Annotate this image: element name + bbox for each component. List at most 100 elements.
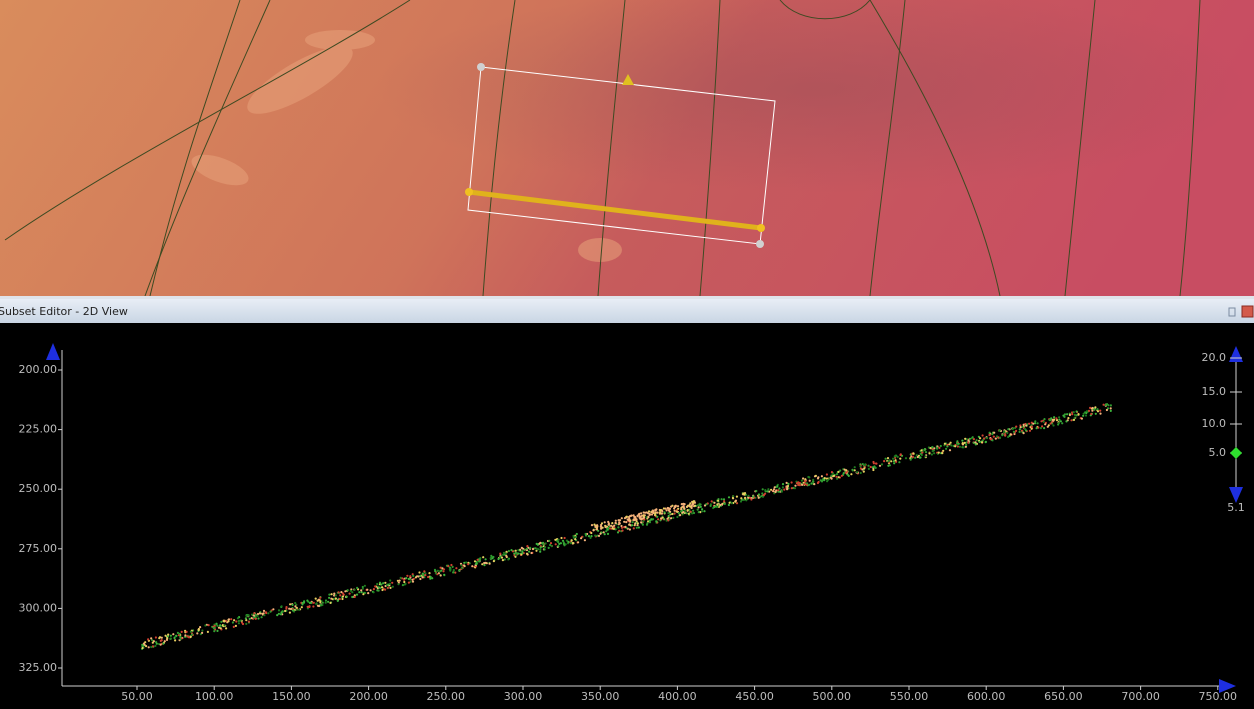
point — [919, 457, 921, 459]
point — [440, 567, 442, 569]
point — [897, 456, 899, 458]
point — [676, 516, 678, 518]
point — [1049, 419, 1051, 421]
point — [537, 548, 539, 550]
point — [158, 637, 160, 639]
point — [1094, 406, 1096, 408]
point — [584, 539, 586, 541]
point — [729, 502, 731, 504]
point — [576, 533, 578, 535]
point — [545, 542, 547, 544]
point — [450, 564, 452, 566]
point — [833, 475, 835, 477]
section-handle[interactable] — [465, 188, 473, 196]
point — [679, 514, 681, 516]
point — [184, 634, 186, 636]
point — [964, 438, 966, 440]
point — [633, 527, 635, 529]
point — [419, 575, 421, 577]
point — [310, 602, 312, 604]
point — [408, 582, 410, 584]
close-button[interactable] — [1242, 306, 1253, 317]
point — [826, 473, 828, 475]
section-handle[interactable] — [757, 224, 765, 232]
point — [692, 510, 694, 512]
point — [224, 620, 226, 622]
point — [629, 521, 631, 523]
point — [298, 609, 300, 611]
point — [767, 488, 769, 490]
point — [883, 460, 885, 462]
point — [590, 535, 592, 537]
point — [1010, 433, 1012, 435]
point — [706, 503, 708, 505]
point — [643, 511, 645, 513]
point — [674, 512, 676, 514]
point — [557, 545, 559, 547]
point — [362, 586, 364, 588]
point — [278, 609, 280, 611]
point — [672, 517, 674, 519]
point — [621, 517, 623, 519]
point — [1029, 430, 1031, 432]
point — [577, 541, 579, 543]
point — [573, 537, 575, 539]
point — [743, 499, 745, 501]
point — [700, 506, 702, 508]
point — [964, 442, 966, 444]
point — [863, 467, 865, 469]
point — [230, 618, 232, 620]
point — [280, 611, 282, 613]
y-tick-label: 225.00 — [19, 423, 58, 436]
point — [594, 535, 596, 537]
point — [859, 465, 861, 467]
point — [732, 497, 734, 499]
x-tick-label: 200.00 — [349, 690, 388, 703]
point — [1096, 408, 1098, 410]
point — [162, 643, 164, 645]
point — [408, 578, 410, 580]
point — [477, 559, 479, 561]
point — [399, 580, 401, 582]
box-handle[interactable] — [477, 63, 485, 71]
splitter[interactable] — [0, 296, 1254, 299]
point — [588, 535, 590, 537]
point — [353, 589, 355, 591]
point — [490, 555, 492, 557]
point — [860, 472, 862, 474]
point — [453, 569, 455, 571]
point — [1037, 422, 1039, 424]
point — [1062, 415, 1064, 417]
point — [635, 519, 637, 521]
point — [535, 550, 537, 552]
point — [646, 522, 648, 524]
point — [196, 632, 198, 634]
point — [1106, 409, 1108, 411]
point — [899, 458, 901, 460]
map-view[interactable] — [0, 0, 1254, 296]
point — [179, 636, 181, 638]
scale-tick-label: 20.0 — [1202, 351, 1227, 364]
point — [257, 613, 259, 615]
point — [1070, 419, 1072, 421]
point — [1073, 419, 1075, 421]
point — [1065, 420, 1067, 422]
point — [837, 471, 839, 473]
point — [175, 635, 177, 637]
box-handle[interactable] — [756, 240, 764, 248]
point — [1097, 410, 1099, 412]
point — [854, 469, 856, 471]
point — [213, 627, 215, 629]
point — [817, 482, 819, 484]
point — [341, 598, 343, 600]
point — [529, 547, 531, 549]
point — [443, 568, 445, 570]
point — [636, 527, 638, 529]
point — [938, 447, 940, 449]
point — [329, 602, 331, 604]
point — [1089, 407, 1091, 409]
point — [1088, 410, 1090, 412]
point — [962, 443, 964, 445]
point — [186, 631, 188, 633]
point — [548, 540, 550, 542]
